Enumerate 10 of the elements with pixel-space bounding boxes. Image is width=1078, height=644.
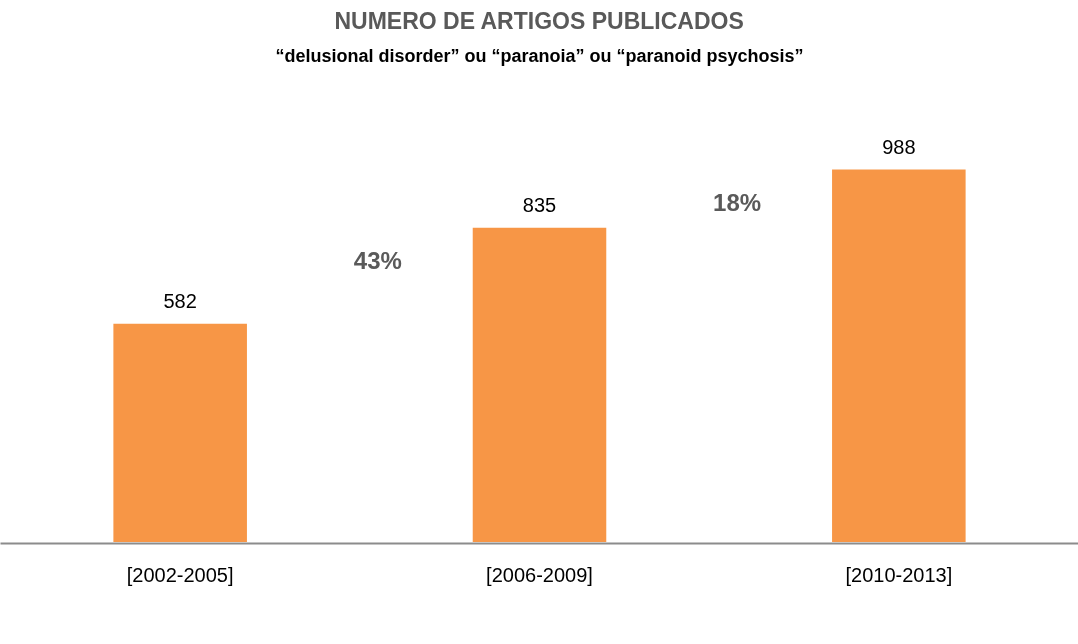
- data-label: 582: [163, 290, 197, 313]
- chart-title: NUMERO DE ARTIGOS PUBLICADOS: [334, 7, 744, 34]
- x-tick-label: [2010-2013]: [845, 563, 953, 586]
- annotation: 43%: [353, 246, 402, 274]
- annotation: 18%: [713, 188, 762, 216]
- data-label: 835: [522, 194, 557, 217]
- data-label: 988: [882, 136, 916, 159]
- chart-subtitle: “delusional disorder” ou “paranoia” ou “paranoid psychosis”: [275, 45, 804, 66]
- x-tick-label: [2006-2009]: [486, 563, 593, 586]
- x-tick-label: [2002-2005]: [126, 563, 234, 586]
